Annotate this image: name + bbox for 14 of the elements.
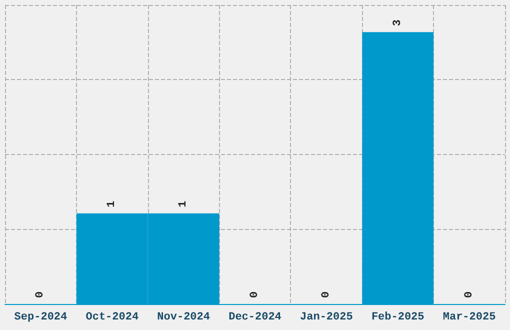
x-tick-label: Jan-2025 bbox=[300, 312, 354, 324]
data-label: 0 bbox=[249, 291, 261, 298]
x-tick-label: Feb-2025 bbox=[371, 312, 425, 324]
data-label: 0 bbox=[463, 291, 476, 298]
x-tick-label: Nov-2024 bbox=[157, 312, 210, 324]
x-tick-label: Sep-2024 bbox=[14, 312, 68, 324]
x-tick-label: Mar-2025 bbox=[442, 312, 496, 324]
x-tick-label: Oct-2024 bbox=[86, 312, 139, 324]
data-label: 1 bbox=[178, 200, 190, 208]
x-tick-label: Dec-2024 bbox=[228, 312, 282, 324]
data-label: 0 bbox=[320, 291, 332, 298]
data-label: 0 bbox=[34, 291, 47, 298]
data-label: 1 bbox=[106, 200, 118, 208]
data-label: 3 bbox=[392, 19, 404, 26]
